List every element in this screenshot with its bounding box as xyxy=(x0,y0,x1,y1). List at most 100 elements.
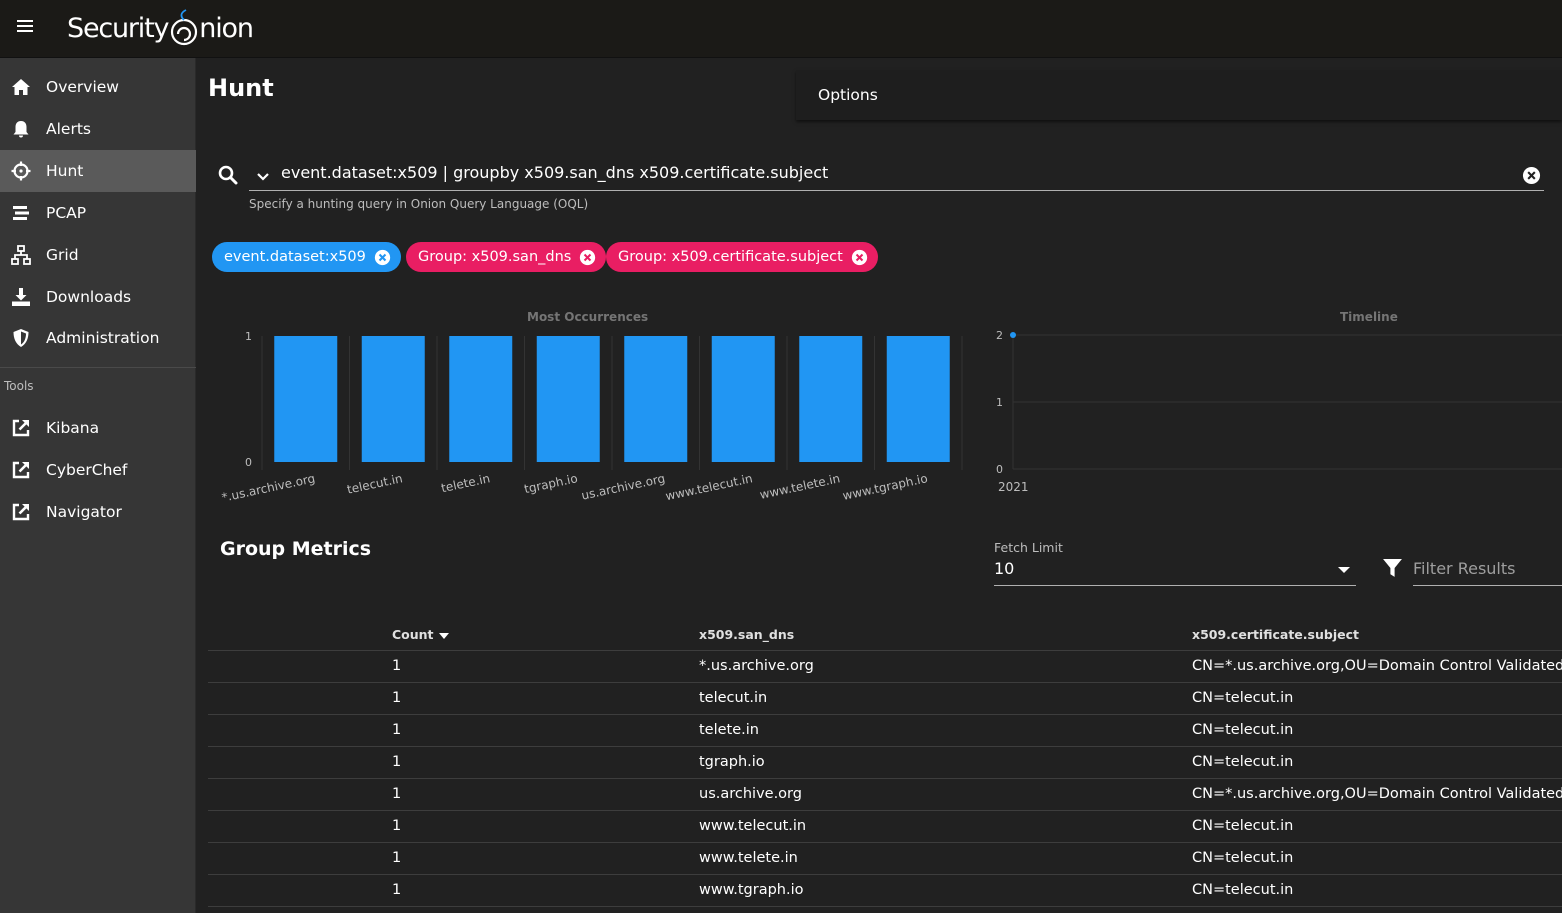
group-metrics-table: Count x509.san_dns x509.certificate.subj… xyxy=(208,618,1562,907)
sidebar-item-label: Grid xyxy=(46,246,79,264)
cell-san-dns[interactable]: telecut.in xyxy=(699,690,768,706)
sidebar-item-administration[interactable]: Administration xyxy=(0,317,196,359)
hamburger-menu-icon[interactable] xyxy=(13,17,37,39)
column-header-subject[interactable]: x509.certificate.subject xyxy=(1192,627,1359,642)
sidebar: Overview Alerts Hunt PCAP Grid Downloads… xyxy=(0,58,196,913)
search-icon[interactable] xyxy=(218,164,238,186)
timeline-chart-title: Timeline xyxy=(1340,310,1398,324)
top-app-bar: Security nion xyxy=(0,0,1562,58)
timeline-y-tick: 1 xyxy=(996,396,1003,409)
security-onion-logo[interactable]: Security nion xyxy=(67,8,254,48)
column-header-san-dns[interactable]: x509.san_dns xyxy=(699,627,795,642)
chip-close-icon[interactable] xyxy=(579,249,596,266)
cell-san-dns[interactable]: *.us.archive.org xyxy=(699,658,814,674)
bar-chart-y-tick: 0 xyxy=(245,456,252,469)
query-chip-group-san-dns[interactable]: Group: x509.san_dns xyxy=(406,242,607,272)
sidebar-item-downloads[interactable]: Downloads xyxy=(0,276,196,318)
cell-subject[interactable]: CN=telecut.in xyxy=(1192,818,1294,834)
table-row[interactable]: 1 *.us.archive.org CN=*.us.archive.org,OU=… xyxy=(208,651,1562,683)
bar-chart-x-tick: tgraph.io xyxy=(523,471,579,496)
bell-icon xyxy=(13,121,29,138)
timeline-chart: 0 1 2 2021 xyxy=(996,329,1562,494)
external-link-icon xyxy=(12,461,30,479)
cell-count: 1 xyxy=(392,658,402,674)
table-row[interactable]: 1 www.telete.in CN=telecut.in xyxy=(208,843,1562,875)
options-expansion-panel[interactable]: Options xyxy=(796,70,1562,120)
bar-chart-bar[interactable] xyxy=(536,336,600,462)
cell-subject[interactable]: CN=telecut.in xyxy=(1192,850,1294,866)
hunt-query-text[interactable]: event.dataset:x509 | groupby x509.san_dn… xyxy=(281,163,829,182)
cell-subject[interactable]: CN=*.us.archive.org,OU=Domain Control Va… xyxy=(1192,658,1562,674)
cell-san-dns[interactable]: www.telecut.in xyxy=(699,818,807,834)
column-header-label: Count xyxy=(392,627,434,642)
query-chip-group-subject[interactable]: Group: x509.certificate.subject xyxy=(606,242,878,272)
table-row[interactable]: 1 tgraph.io CN=telecut.in xyxy=(208,747,1562,779)
query-chip-dataset[interactable]: event.dataset:x509 xyxy=(212,242,401,272)
cell-san-dns[interactable]: telete.in xyxy=(699,722,759,738)
bar-chart-bar[interactable] xyxy=(711,336,775,462)
sidebar-item-grid[interactable]: Grid xyxy=(0,234,196,276)
sidebar-item-alerts[interactable]: Alerts xyxy=(0,108,196,150)
sidebar-item-hunt[interactable]: Hunt xyxy=(0,150,196,192)
query-hint: Specify a hunting query in Onion Query L… xyxy=(249,197,589,211)
onion-logo-icon xyxy=(171,9,198,46)
bar-chart-x-tick: www.telecut.in xyxy=(664,471,754,503)
download-icon xyxy=(12,288,30,306)
sidebar-item-label: Overview xyxy=(46,78,119,96)
table-row[interactable]: 1 telecut.in CN=telecut.in xyxy=(208,683,1562,715)
sidebar-tools-heading: Tools xyxy=(4,379,34,393)
fetch-limit-label: Fetch Limit xyxy=(994,540,1063,555)
table-row[interactable]: 1 us.archive.org CN=*.us.archive.org,OU=Do… xyxy=(208,779,1562,811)
bar-chart-x-tick: us.archive.org xyxy=(580,471,666,502)
clear-query-icon[interactable] xyxy=(1522,166,1541,185)
sidebar-item-overview[interactable]: Overview xyxy=(0,66,196,108)
bar-chart-title: Most Occurrences xyxy=(527,310,649,324)
crosshairs-icon xyxy=(11,161,31,181)
table-row[interactable]: 1 www.tgraph.io CN=telecut.in xyxy=(208,875,1562,907)
bar-chart-x-tick: www.tgraph.io xyxy=(841,471,929,503)
table-header: Count x509.san_dns x509.certificate.subj… xyxy=(208,618,1562,651)
cell-subject[interactable]: CN=*.us.archive.org,OU=Domain Control Va… xyxy=(1192,786,1562,802)
cell-subject[interactable]: CN=telecut.in xyxy=(1192,754,1294,770)
cell-san-dns[interactable]: www.tgraph.io xyxy=(699,882,804,898)
bar-chart-bar[interactable] xyxy=(799,336,863,462)
fetch-limit-select[interactable]: 10 xyxy=(994,556,1356,586)
sidebar-item-label: Hunt xyxy=(46,162,84,180)
chevron-down-icon[interactable] xyxy=(254,167,272,185)
cell-san-dns[interactable]: www.telete.in xyxy=(699,850,798,866)
filter-results-input[interactable]: Filter Results xyxy=(1413,556,1562,586)
chip-close-icon[interactable] xyxy=(374,249,391,266)
bar-chart-bar[interactable] xyxy=(361,336,425,462)
sidebar-item-label: Alerts xyxy=(46,120,91,138)
bar-chart-bar[interactable] xyxy=(886,336,950,462)
most-occurrences-chart: 0 1 *.us.archive.org telecut.in telete.in tgr… xyxy=(221,330,963,505)
sidebar-item-navigator[interactable]: Navigator xyxy=(0,491,196,533)
sidebar-item-kibana[interactable]: Kibana xyxy=(0,407,196,449)
cell-subject[interactable]: CN=telecut.in xyxy=(1192,722,1294,738)
bar-chart-bar[interactable] xyxy=(274,336,338,462)
bar-chart-bar[interactable] xyxy=(449,336,513,462)
table-row[interactable]: 1 www.telecut.in CN=telecut.in xyxy=(208,811,1562,843)
timeline-x-tick: 2021 xyxy=(998,480,1029,494)
table-row[interactable]: 1 telete.in CN=telecut.in xyxy=(208,715,1562,747)
sidebar-divider xyxy=(0,367,196,368)
timeline-point[interactable] xyxy=(1010,332,1016,338)
bar-chart-x-tick: *.us.archive.org xyxy=(221,471,317,504)
column-header-count[interactable]: Count xyxy=(392,627,449,642)
chip-close-icon[interactable] xyxy=(851,249,868,266)
cell-subject[interactable]: CN=telecut.in xyxy=(1192,882,1294,898)
bar-chart-bar[interactable] xyxy=(624,336,688,462)
sidebar-item-label: Kibana xyxy=(46,419,100,437)
cell-san-dns[interactable]: us.archive.org xyxy=(699,786,802,802)
bar-chart-x-tick: www.telete.in xyxy=(758,471,841,502)
cell-san-dns[interactable]: tgraph.io xyxy=(699,754,765,770)
filter-icon xyxy=(1383,559,1402,577)
sidebar-item-cyberchef[interactable]: CyberChef xyxy=(0,449,196,491)
hunt-query-input[interactable]: event.dataset:x509 | groupby x509.san_dn… xyxy=(249,155,1544,191)
caret-down-icon xyxy=(1338,567,1350,573)
cell-count: 1 xyxy=(392,882,402,898)
chip-label: Group: x509.certificate.subject xyxy=(618,249,843,265)
cell-subject[interactable]: CN=telecut.in xyxy=(1192,690,1294,706)
bar-chart-x-tick: telete.in xyxy=(440,471,491,495)
sidebar-item-pcap[interactable]: PCAP xyxy=(0,192,196,234)
